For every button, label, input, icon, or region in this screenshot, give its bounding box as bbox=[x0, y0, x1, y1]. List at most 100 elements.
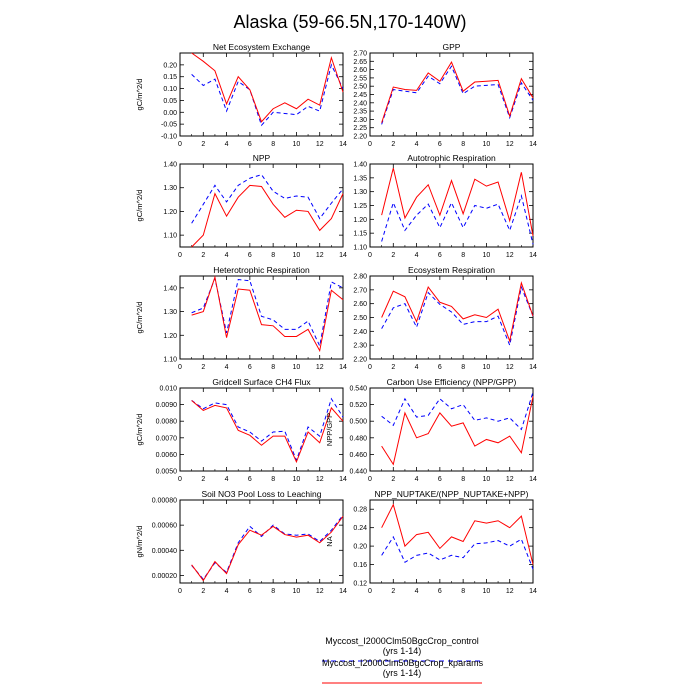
y-tick-label: 2.40 bbox=[353, 100, 367, 107]
series-line-kparams bbox=[381, 503, 534, 565]
series-line-kparams bbox=[191, 275, 344, 353]
x-tick-label: 0 bbox=[178, 476, 182, 483]
x-tick-label: 6 bbox=[438, 252, 442, 259]
y-tick-label: 0.00040 bbox=[152, 548, 177, 555]
x-tick-label: 4 bbox=[225, 252, 229, 259]
y-tick-label: 2.60 bbox=[353, 67, 367, 74]
y-tick-label: 2.45 bbox=[353, 92, 367, 99]
x-tick-label: 4 bbox=[225, 364, 229, 371]
x-tick-label: 6 bbox=[248, 252, 252, 259]
x-tick-label: 8 bbox=[461, 588, 465, 595]
y-tick-label: 0.460 bbox=[349, 452, 367, 459]
y-tick-label: 0.20 bbox=[353, 544, 367, 551]
y-tick-label: 1.10 bbox=[163, 357, 177, 364]
chart-panel-1: Net Ecosystem Exchange 0 2 4 6 8 10 12 14 -0.10 -0… bbox=[135, 42, 347, 148]
x-tick-label: 10 bbox=[293, 252, 301, 259]
legend-entry-kparams: Myccost_I2000Clm50BgcCrop_kparams (yrs 1… bbox=[322, 658, 484, 686]
y-tick-label: 0.0050 bbox=[156, 469, 178, 476]
figure-title: Alaska (59-66.5N,170-140W) bbox=[233, 12, 466, 32]
series-line-kparams bbox=[191, 400, 344, 464]
x-tick-label: 2 bbox=[391, 252, 395, 259]
x-tick-label: 0 bbox=[368, 476, 372, 483]
x-tick-label: 14 bbox=[339, 476, 347, 483]
x-tick-label: 10 bbox=[483, 588, 491, 595]
x-tick-label: 4 bbox=[415, 364, 419, 371]
y-tick-label: 0.520 bbox=[349, 402, 367, 409]
x-tick-label: 2 bbox=[201, 364, 205, 371]
series-line-control bbox=[191, 514, 344, 581]
x-tick-label: 2 bbox=[391, 141, 395, 148]
legend-label-kparams: Myccost_I2000Clm50BgcCrop_kparams (yrs 1… bbox=[322, 658, 484, 678]
chart-panel-3: NPP 0 2 4 6 8 10 12 14 1.10 1.20 1.30 1.40 gC/m^2/d bbox=[135, 153, 347, 259]
x-tick-label: 6 bbox=[248, 364, 252, 371]
y-tick-label: 2.65 bbox=[353, 59, 367, 66]
x-tick-label: 8 bbox=[461, 141, 465, 148]
y-axis-label: NA bbox=[325, 536, 334, 546]
x-tick-label: 2 bbox=[201, 141, 205, 148]
y-tick-label: 1.40 bbox=[163, 162, 177, 169]
y-tick-label: 0.0060 bbox=[156, 452, 178, 459]
series-line-kparams bbox=[191, 52, 344, 123]
x-tick-label: 12 bbox=[506, 252, 514, 259]
y-tick-label: 2.50 bbox=[353, 84, 367, 91]
chart-panel-10: NPP_NUPTAKE/(NPP_NUPTAKE+NPP) 0 2 4 6 8 10 12 14… bbox=[325, 489, 537, 595]
series-line-control bbox=[381, 65, 534, 125]
x-tick-label: 4 bbox=[225, 141, 229, 148]
y-axis-label: gC/m^2/d bbox=[135, 79, 144, 111]
y-tick-label: 1.20 bbox=[163, 333, 177, 340]
y-tick-label: 0.05 bbox=[163, 98, 177, 105]
y-tick-label: 0.28 bbox=[353, 507, 367, 514]
y-tick-label: 2.60 bbox=[353, 301, 367, 308]
y-tick-label: 0.540 bbox=[349, 386, 367, 393]
y-tick-label: 0.500 bbox=[349, 419, 367, 426]
y-tick-label: 2.30 bbox=[353, 117, 367, 124]
y-axis-label: gC/m^2/d bbox=[135, 414, 144, 446]
plot-frame bbox=[179, 387, 344, 472]
chart-panel-7: Gridcell Surface CH4 Flux 0 2 4 6 8 10 12 14 0.00… bbox=[135, 377, 347, 483]
y-tick-label: 1.10 bbox=[353, 245, 367, 252]
x-tick-label: 8 bbox=[271, 476, 275, 483]
x-tick-label: 12 bbox=[316, 141, 324, 148]
y-tick-label: 2.70 bbox=[353, 287, 367, 294]
y-tick-label: 1.30 bbox=[353, 189, 367, 196]
x-tick-label: 6 bbox=[248, 476, 252, 483]
series-line-kparams bbox=[191, 516, 344, 582]
y-axis-label: gC/m^2/d bbox=[135, 190, 144, 222]
x-tick-label: 10 bbox=[483, 252, 491, 259]
y-tick-label: 0.010 bbox=[159, 386, 177, 393]
x-tick-label: 2 bbox=[391, 476, 395, 483]
y-tick-label: 2.30 bbox=[353, 343, 367, 350]
series-line-kparams bbox=[381, 396, 534, 466]
legend-entry-control: Myccost_I2000Clm50BgcCrop_control (yrs 1… bbox=[322, 636, 482, 664]
x-tick-label: 14 bbox=[339, 252, 347, 259]
x-tick-label: 6 bbox=[438, 141, 442, 148]
series-line-kparams bbox=[381, 168, 534, 237]
series-line-kparams bbox=[381, 281, 534, 343]
panel-title: Ecosystem Respiration bbox=[408, 265, 495, 275]
y-tick-label: 2.40 bbox=[353, 329, 367, 336]
x-tick-label: 10 bbox=[293, 476, 301, 483]
x-tick-label: 12 bbox=[316, 476, 324, 483]
x-tick-label: 8 bbox=[271, 252, 275, 259]
y-tick-label: 0.10 bbox=[163, 86, 177, 93]
x-tick-label: 12 bbox=[316, 364, 324, 371]
x-tick-label: 6 bbox=[438, 476, 442, 483]
x-tick-label: 6 bbox=[248, 141, 252, 148]
series-line-kparams bbox=[381, 61, 534, 123]
y-tick-label: 2.20 bbox=[353, 357, 367, 364]
legend-label-control: Myccost_I2000Clm50BgcCrop_control (yrs 1… bbox=[325, 636, 479, 656]
y-axis-label: NPP/GPP bbox=[325, 413, 334, 446]
x-tick-label: 0 bbox=[178, 252, 182, 259]
y-axis-label: gN/m^2/d bbox=[135, 526, 144, 558]
panel-title: Gridcell Surface CH4 Flux bbox=[212, 377, 311, 387]
y-tick-label: -0.05 bbox=[161, 122, 177, 129]
series-line-control bbox=[191, 63, 344, 127]
plot-frame bbox=[179, 275, 344, 360]
y-tick-label: 0.0090 bbox=[156, 402, 178, 409]
series-line-control bbox=[381, 392, 534, 431]
panel-title: GPP bbox=[443, 42, 461, 52]
y-tick-label: 0.15 bbox=[163, 74, 177, 81]
y-tick-label: 1.10 bbox=[163, 233, 177, 240]
x-tick-label: 4 bbox=[415, 588, 419, 595]
